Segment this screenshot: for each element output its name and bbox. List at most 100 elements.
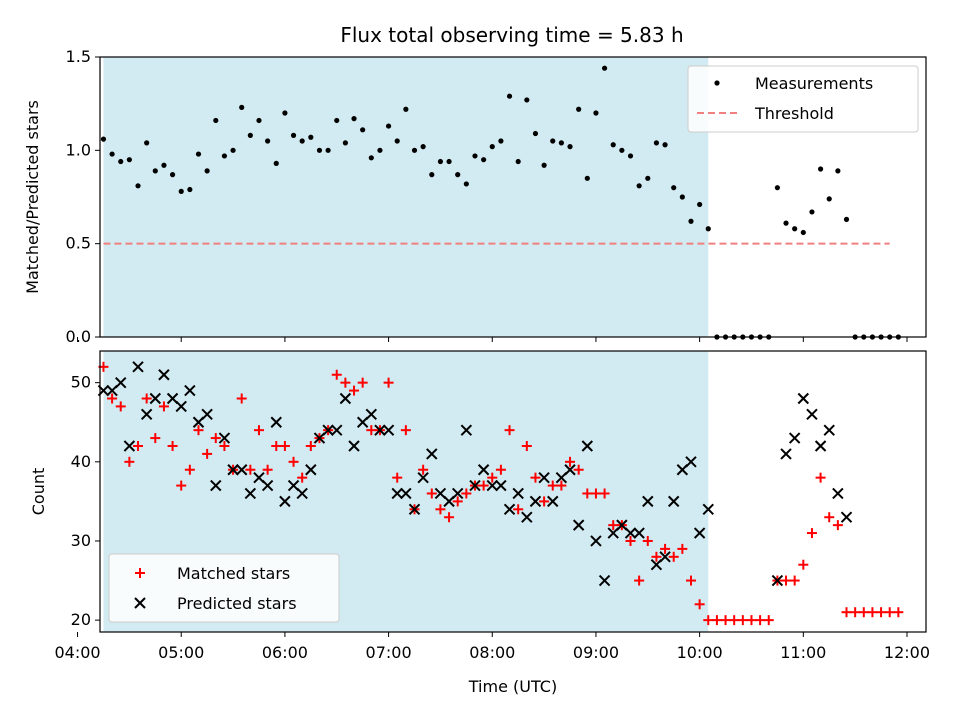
bottom-y-axis-label: Count: [29, 468, 48, 516]
predicted-star-point: [115, 376, 127, 389]
measurement-point: [645, 175, 651, 181]
matched-star-point: [590, 488, 601, 499]
matched-star-point: [841, 607, 852, 618]
measurement-point: [697, 201, 703, 208]
matched-star-point: [305, 440, 316, 451]
predicted-star-point: [149, 392, 162, 405]
predicted-star-point: [486, 479, 498, 492]
predicted-star-point: [460, 424, 473, 436]
count-points: [97, 361, 904, 626]
predicted-star-point: [227, 464, 239, 476]
measurement-point: [256, 117, 262, 124]
matched-star-point: [236, 393, 247, 404]
measurement-point: [282, 110, 288, 116]
predicted-star-point: [201, 408, 213, 421]
measurement-point: [342, 140, 348, 146]
measurement-point: [126, 157, 132, 163]
legend-measurements-marker: [714, 80, 720, 86]
measurement-point: [403, 106, 409, 112]
measurement-point: [377, 147, 383, 153]
top-axes-frame: [99, 56, 927, 338]
predicted-star-point: [780, 448, 792, 460]
matched-star-point: [452, 496, 463, 507]
bottom-panel: 20 30 40 50 04:00 05:00 06:00 07:00 08:00 09:00 1…: [29, 350, 930, 696]
measurement-point: [411, 147, 418, 153]
predicted-star-point: [132, 361, 144, 373]
matched-star-point: [737, 615, 748, 626]
measurement-point: [152, 168, 158, 174]
bottom-legend: Matched stars Predicted stars: [108, 553, 340, 623]
predicted-star-point: [642, 495, 654, 508]
matched-star-point: [426, 488, 437, 499]
matched-star-point: [806, 528, 817, 539]
measurement-point: [774, 185, 780, 191]
predicted-star-point: [572, 519, 585, 531]
predicted-star-point: [270, 416, 282, 428]
measurement-point: [169, 172, 176, 178]
matched-star-point: [876, 607, 887, 618]
measurement-point: [463, 181, 469, 187]
measurement-point: [515, 158, 521, 165]
measurement-point: [541, 162, 547, 168]
predicted-star-point: [685, 456, 697, 468]
matched-star-point: [158, 401, 169, 412]
matched-star-point: [625, 535, 636, 546]
matched-star-point: [789, 575, 800, 586]
matched-star-point: [124, 456, 135, 467]
measurement-point: [446, 158, 452, 165]
measurement-point: [601, 65, 608, 71]
measurement-point: [308, 134, 314, 140]
matched-star-point: [521, 440, 532, 451]
predicted-star-point: [322, 424, 334, 436]
measurement-point: [360, 127, 366, 133]
figure-title: Flux total observing time = 5.83 h: [340, 23, 683, 47]
measurement-point: [429, 172, 435, 178]
predicted-star-point: [832, 487, 844, 500]
matched-star-point: [176, 480, 187, 491]
bottom-x-tick-label: 11:00: [780, 643, 826, 662]
matched-star-point: [400, 425, 411, 436]
measurement-point: [567, 144, 573, 150]
matched-star-point: [694, 599, 705, 610]
predicted-star-point: [702, 503, 714, 516]
matched-star-point: [392, 472, 403, 483]
matched-star-point: [487, 472, 498, 483]
matched-star-point: [504, 425, 515, 436]
matched-star-point: [193, 425, 204, 436]
x-axis-label: Time (UTC): [468, 677, 557, 696]
bottom-y-tick-label: 20: [71, 610, 91, 629]
matched-star-point: [478, 480, 489, 491]
matched-star-point: [253, 425, 264, 436]
predicted-star-point: [261, 479, 274, 492]
measurement-point: [489, 144, 495, 150]
matched-star-point: [133, 440, 144, 451]
bottom-x-tick-label: 06:00: [262, 643, 308, 662]
matched-star-point: [150, 433, 161, 444]
matched-star-point: [703, 615, 714, 626]
matched-star-point: [642, 535, 653, 546]
predicted-star-point: [382, 424, 395, 436]
matched-star-point: [556, 480, 567, 491]
matched-star-point: [418, 464, 429, 475]
measurement-point: [247, 132, 253, 138]
matched-star-point: [547, 480, 558, 491]
measurement-point: [135, 183, 141, 189]
measurement-point: [481, 157, 487, 163]
matched-star-point: [668, 551, 679, 562]
predicted-star-point: [469, 479, 481, 492]
matched-star-point: [340, 377, 351, 388]
measurement-point: [506, 93, 513, 99]
measurement-point: [273, 160, 279, 166]
matched-star-point: [219, 440, 230, 451]
matched-star-point: [366, 425, 377, 436]
bottom-x-tick-label: 10:00: [677, 643, 723, 662]
matched-star-point: [824, 512, 835, 523]
measurement-point: [532, 130, 539, 137]
matched-star-point: [850, 607, 861, 618]
matched-star-point: [210, 433, 221, 444]
measurement-point: [809, 209, 815, 215]
predicted-star-point: [693, 527, 706, 539]
predicted-star-point: [624, 527, 637, 539]
measurement-point: [826, 196, 832, 202]
matched-star-point: [245, 464, 256, 475]
